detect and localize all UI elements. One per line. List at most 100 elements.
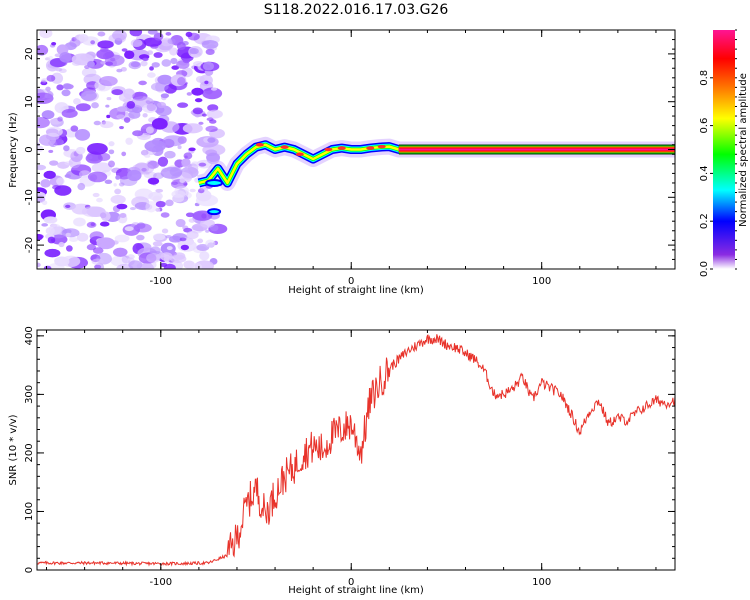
noise-blob — [151, 118, 168, 130]
snr-x-tick-label: 100 — [532, 577, 551, 588]
noise-blob — [192, 210, 213, 221]
noise-blob — [201, 39, 219, 49]
noise-blob — [169, 254, 187, 263]
noise-blob — [166, 246, 173, 251]
noise-blob — [161, 59, 172, 67]
noise-blob — [140, 149, 149, 156]
noise-blob — [77, 182, 86, 191]
noise-blob — [177, 102, 189, 108]
noise-blob — [191, 262, 203, 269]
noise-blob — [37, 109, 40, 114]
noise-blob — [43, 170, 56, 180]
noise-blob — [169, 47, 178, 56]
colorbar-scale — [713, 30, 735, 269]
noise-blob — [167, 38, 176, 45]
colorbar-ticks: 0.0 0.2 0.4 0.6 0.8 — [699, 29, 737, 277]
noise-blob — [160, 212, 170, 218]
noise-blob — [63, 145, 70, 152]
noise-blob — [85, 153, 103, 164]
noise-blob — [181, 158, 191, 166]
noise-blob — [37, 262, 41, 268]
noise-blob — [114, 234, 130, 243]
noise-blob — [96, 237, 116, 250]
noise-blob — [73, 98, 81, 105]
noise-blob — [104, 179, 113, 184]
noise-blob — [147, 30, 158, 35]
noise-blob — [48, 223, 62, 235]
noise-blob — [99, 221, 110, 227]
noise-blob — [168, 235, 182, 243]
noise-blob — [126, 254, 135, 260]
noise-blob — [119, 212, 127, 218]
noise-blob — [177, 145, 182, 150]
signal-fragment — [207, 208, 222, 216]
snr-x-tick-label: -100 — [149, 577, 172, 588]
noise-blob — [179, 237, 187, 242]
noise-blob — [113, 183, 117, 187]
noise-blob — [51, 72, 64, 84]
noise-blob — [126, 100, 136, 109]
noise-blob — [132, 130, 144, 137]
noise-blob — [52, 185, 61, 190]
noise-blob — [112, 247, 128, 257]
noise-blob — [87, 171, 108, 183]
noise-blob — [64, 174, 72, 178]
noise-blob — [183, 152, 193, 160]
noise-blob — [46, 74, 56, 82]
noise-blob — [92, 192, 100, 198]
noise-blob — [189, 47, 199, 55]
noise-blob — [180, 244, 190, 251]
noise-blob — [45, 126, 63, 137]
noise-blob — [41, 200, 48, 206]
noise-blob — [37, 164, 47, 171]
snr-x-tick-label: 0 — [348, 577, 354, 588]
noise-blob — [59, 106, 65, 111]
noise-blob — [127, 169, 142, 182]
noise-blob — [191, 87, 204, 96]
noise-blob — [44, 93, 54, 99]
noise-blob — [121, 151, 127, 157]
noise-blob — [108, 149, 115, 155]
noise-blob — [186, 92, 192, 96]
noise-blob — [123, 88, 135, 99]
noise-blob — [142, 113, 148, 118]
noise-blob — [92, 247, 104, 254]
snr-x-axis-label: Height of straight line (km) — [288, 585, 424, 596]
noise-blob — [192, 107, 204, 115]
noise-blob — [47, 236, 56, 244]
noise-blob — [124, 50, 135, 60]
noise-blob — [115, 175, 121, 180]
noise-blob — [125, 137, 133, 145]
noise-blob — [142, 57, 149, 61]
noise-blob — [205, 239, 216, 248]
signal-hotspot — [255, 142, 264, 147]
spectrogram-y-tick-label: -10 — [24, 189, 35, 205]
spectrogram-x-tick-label: 0 — [348, 276, 354, 287]
noise-blob — [144, 154, 151, 158]
noise-blob — [177, 77, 186, 86]
noise-blob — [75, 103, 91, 112]
noise-blob — [106, 114, 111, 119]
noise-blob — [37, 116, 50, 129]
noise-blob — [120, 66, 127, 72]
noise-blob — [176, 60, 190, 69]
noise-blob — [160, 167, 182, 179]
noise-blob — [202, 143, 226, 156]
spectrogram-y-tick-label: 20 — [24, 48, 35, 61]
noise-blob — [187, 32, 200, 41]
noise-blob — [40, 179, 51, 188]
noise-blob — [209, 224, 219, 232]
noise-blob — [123, 117, 131, 123]
noise-blob — [78, 170, 91, 178]
noise-blob — [187, 163, 199, 174]
noise-blob — [202, 61, 214, 71]
noise-blob — [129, 207, 136, 211]
noise-blob — [61, 108, 78, 118]
noise-blob — [176, 41, 186, 51]
noise-blob — [140, 60, 148, 67]
noise-blob — [112, 30, 127, 41]
noise-blob — [174, 186, 190, 196]
noise-blob — [70, 125, 79, 132]
